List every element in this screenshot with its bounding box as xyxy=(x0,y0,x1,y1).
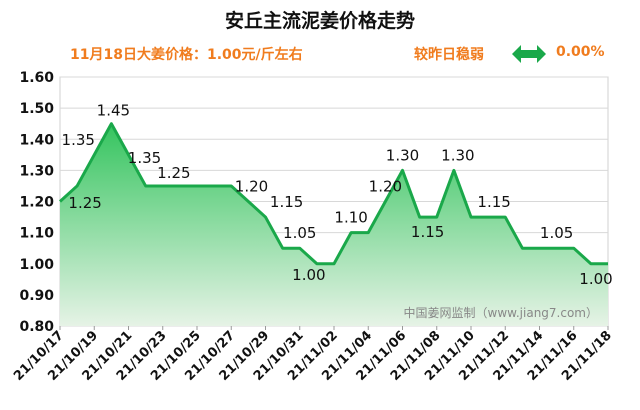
watermark: 中国姜网监制（www.jiang7.com） xyxy=(404,305,598,320)
data-label: 1.20 xyxy=(235,178,268,196)
data-label: 1.25 xyxy=(68,194,101,212)
y-tick-label: 1.50 xyxy=(19,101,54,117)
y-tick-label: 1.10 xyxy=(19,226,54,242)
trend-label: 较昨日稳弱 xyxy=(414,47,484,63)
data-label: 1.00 xyxy=(579,270,612,288)
price-line xyxy=(58,122,608,266)
data-label: 1.15 xyxy=(270,193,303,211)
y-tick-label: 1.60 xyxy=(19,70,54,86)
y-tick-label: 1.20 xyxy=(19,195,54,211)
data-label: 1.30 xyxy=(441,146,474,164)
y-tick-label: 0.90 xyxy=(19,288,54,304)
data-label: 1.30 xyxy=(386,146,419,164)
data-label: 1.05 xyxy=(540,224,573,242)
data-label: 1.00 xyxy=(292,266,325,284)
area-fill xyxy=(60,123,608,326)
price-note: 11月18日大姜价格：1.00元/斤左右 xyxy=(70,47,303,63)
change-percent: 0.00% xyxy=(556,44,605,60)
data-label: 1.25 xyxy=(157,164,190,182)
double-arrow-icon xyxy=(512,45,546,63)
data-label: 1.15 xyxy=(477,193,510,211)
data-label: 1.05 xyxy=(283,224,316,242)
data-label: 1.10 xyxy=(334,209,367,227)
y-tick-label: 0.80 xyxy=(19,319,54,335)
y-tick-label: 1.00 xyxy=(19,257,54,273)
data-label: 1.20 xyxy=(369,178,402,196)
y-tick-label: 1.30 xyxy=(19,163,54,179)
data-label: 1.15 xyxy=(411,223,444,241)
data-label: 1.45 xyxy=(97,102,130,120)
chart-title: 安丘主流泥姜价格走势 xyxy=(224,10,415,32)
data-label: 1.35 xyxy=(128,149,161,167)
data-label: 1.35 xyxy=(62,131,95,149)
y-tick-label: 1.40 xyxy=(19,132,54,148)
